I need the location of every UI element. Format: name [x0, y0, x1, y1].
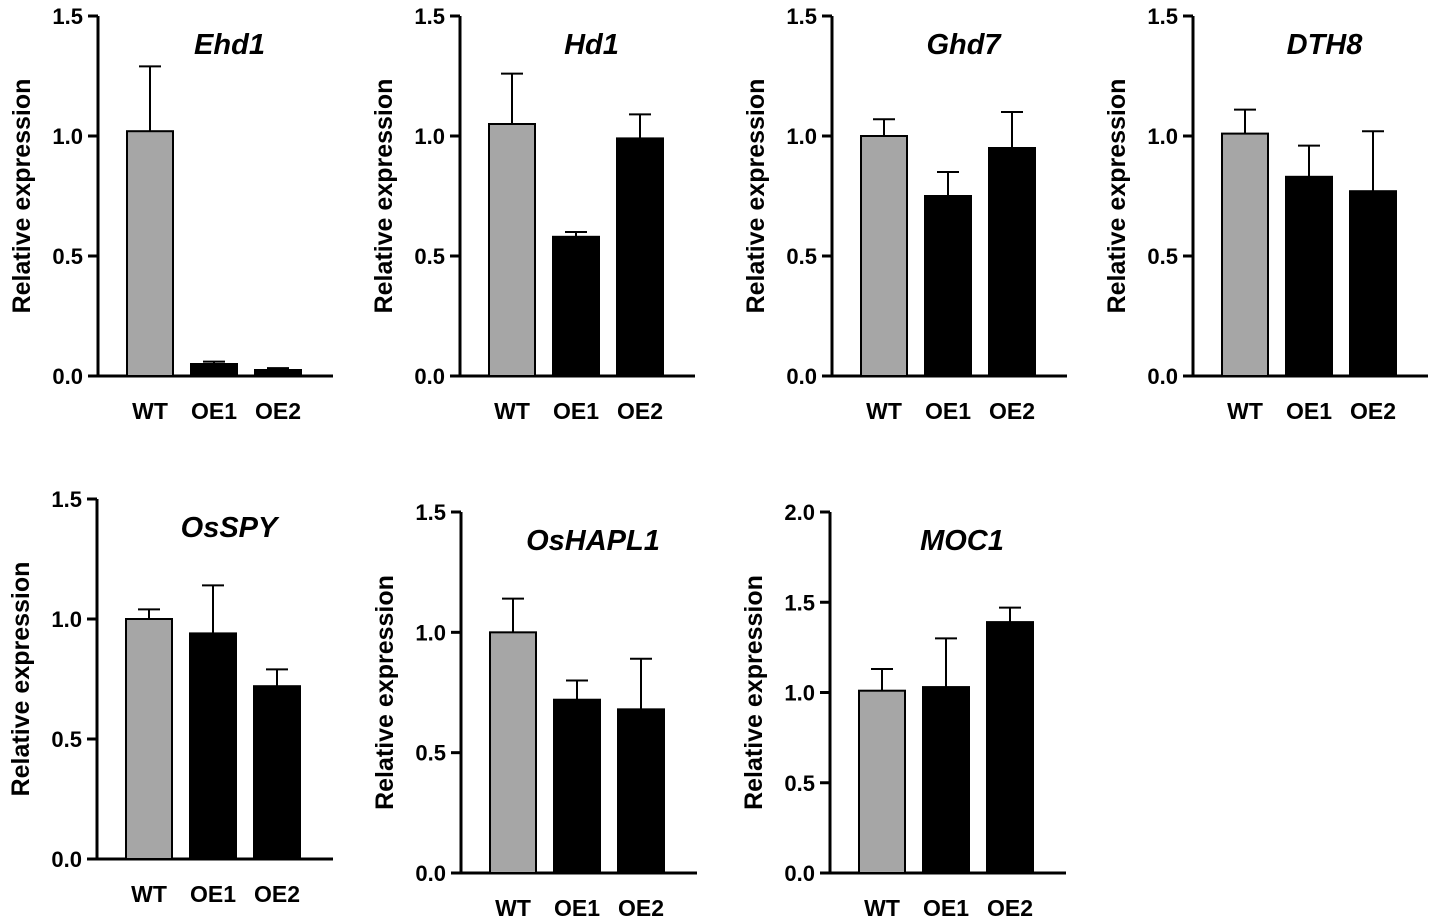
x-tick-label: WT — [494, 398, 530, 424]
x-tick-label: OE1 — [191, 398, 237, 424]
bar-wt — [488, 123, 536, 377]
y-tick-label: 0.5 — [52, 244, 83, 269]
y-tick-label: 1.0 — [415, 620, 446, 645]
y-axis-label: Relative expression — [371, 575, 399, 810]
bar-oe1 — [924, 195, 972, 377]
y-tick-label: 2.0 — [784, 500, 815, 525]
y-tick-label: 0.0 — [1147, 364, 1178, 389]
x-tick-label: OE1 — [553, 398, 599, 424]
x-tick-label: OE2 — [1350, 398, 1396, 424]
chart-panel-ehd1: 0.0 0.5 1.0 1.5 Relative expression Ehd1 WT OE1… — [8, 4, 333, 424]
chart-panel-oshapl1: 0.0 0.5 1.0 1.5 Relative expression OsHAPL1 WT… — [371, 500, 697, 921]
x-tick-label: OE1 — [554, 895, 600, 921]
chart-title: Ehd1 — [194, 29, 265, 61]
bar-oe2 — [1349, 190, 1397, 377]
y-tick-label: 0.0 — [784, 861, 815, 886]
bar-wt — [1221, 132, 1269, 377]
bar-oe2 — [616, 137, 664, 377]
bar-oe1 — [922, 686, 970, 875]
y-tick-label: 0.5 — [51, 727, 82, 752]
y-axis-label: Relative expression — [1103, 79, 1131, 314]
chart-title: Hd1 — [564, 29, 619, 61]
y-tick-label: 0.5 — [1147, 244, 1178, 269]
y-tick-label: 1.5 — [51, 487, 82, 512]
x-tick-label: OE2 — [618, 895, 664, 921]
chart-panel-ghd7: 0.0 0.5 1.0 1.5 Relative expression Ghd7 WT OE1… — [742, 4, 1067, 424]
bar-oe2 — [988, 147, 1036, 377]
chart-panel-hd1: 0.0 0.5 1.0 1.5 Relative expression Hd1 WT OE1 O… — [370, 4, 695, 424]
chart-title: DTH8 — [1287, 29, 1364, 61]
bar-wt — [126, 130, 174, 377]
y-axis-label: Relative expression — [370, 79, 398, 314]
bar-wt — [125, 618, 173, 860]
y-axis-label: Relative expression — [8, 79, 36, 314]
y-tick-label: 1.0 — [52, 124, 83, 149]
y-tick-label: 1.0 — [51, 607, 82, 632]
x-tick-label: OE2 — [254, 881, 300, 907]
x-tick-label: WT — [1227, 398, 1263, 424]
y-tick-label: 0.5 — [784, 771, 815, 796]
x-tick-label: WT — [132, 398, 168, 424]
bar-oe2 — [617, 708, 665, 875]
chart-title: OsSPY — [181, 512, 280, 544]
chart-title: OsHAPL1 — [526, 525, 660, 557]
bar-wt — [489, 631, 537, 874]
x-tick-label: OE1 — [190, 881, 236, 907]
y-tick-label: 0.5 — [415, 741, 446, 766]
y-tick-label: 1.5 — [52, 4, 83, 29]
y-tick-label: 0.5 — [414, 244, 445, 269]
chart-title: MOC1 — [920, 525, 1004, 557]
y-axis-label: Relative expression — [7, 562, 35, 797]
x-tick-label: WT — [495, 895, 531, 921]
y-tick-label: 0.5 — [786, 244, 817, 269]
x-tick-label: OE1 — [925, 398, 971, 424]
y-tick-label: 1.0 — [1147, 124, 1178, 149]
x-tick-label: OE2 — [987, 895, 1033, 921]
y-tick-label: 0.0 — [415, 861, 446, 886]
bar-oe1 — [189, 632, 237, 861]
chart-panel-moc1: 0.0 0.5 1.0 1.5 2.0 Relative expression MOC1 WT… — [740, 500, 1066, 921]
x-tick-label: OE2 — [255, 398, 301, 424]
y-tick-label: 1.5 — [784, 590, 815, 615]
bar-oe2 — [254, 369, 302, 377]
y-tick-label: 0.0 — [786, 364, 817, 389]
y-tick-label: 0.0 — [414, 364, 445, 389]
x-tick-label: OE1 — [1286, 398, 1332, 424]
x-tick-label: WT — [866, 398, 902, 424]
y-tick-label: 1.0 — [414, 124, 445, 149]
bar-wt — [858, 689, 906, 874]
y-tick-label: 1.5 — [786, 4, 817, 29]
y-tick-label: 1.0 — [784, 681, 815, 706]
chart-title: Ghd7 — [926, 29, 1002, 61]
x-tick-label: WT — [131, 881, 167, 907]
x-tick-label: OE2 — [989, 398, 1035, 424]
bar-oe2 — [986, 621, 1034, 874]
bar-oe1 — [190, 363, 238, 377]
y-tick-label: 1.5 — [1147, 4, 1178, 29]
x-tick-label: OE2 — [617, 398, 663, 424]
y-tick-label: 1.5 — [414, 4, 445, 29]
bar-oe2 — [253, 685, 301, 861]
bar-oe1 — [552, 235, 600, 377]
chart-panel-dth8: 0.0 0.5 1.0 1.5 Relative expression DTH8 WT OE1… — [1103, 4, 1428, 424]
y-tick-label: 0.0 — [51, 847, 82, 872]
bar-oe1 — [553, 698, 601, 874]
chart-panel-osspy: 0.0 0.5 1.0 1.5 Relative expression OsSPY WT OE… — [7, 487, 333, 907]
bar-wt — [860, 135, 908, 377]
y-axis-label: Relative expression — [742, 79, 770, 314]
x-tick-label: WT — [864, 895, 900, 921]
y-tick-label: 1.5 — [415, 500, 446, 525]
y-tick-label: 1.0 — [786, 124, 817, 149]
y-tick-label: 0.0 — [52, 364, 83, 389]
x-tick-label: OE1 — [923, 895, 969, 921]
y-axis-label: Relative expression — [740, 575, 768, 810]
bar-oe1 — [1285, 175, 1333, 377]
